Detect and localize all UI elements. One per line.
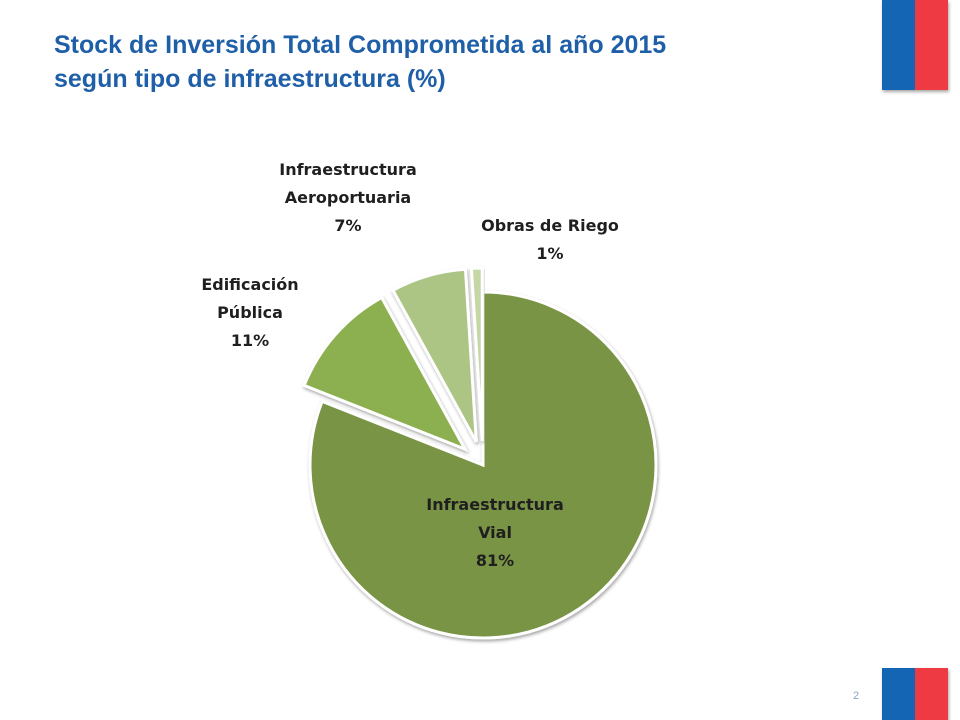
- slice-label-obras-de-riego: Obras de Riego 1%: [481, 216, 619, 263]
- pie-labels: Infraestructura Vial 81% Edificación Pública…: [201, 160, 619, 570]
- flag-red-stripe: [915, 0, 948, 90]
- page-title: Stock de Inversión Total Comprometida al…: [54, 28, 834, 96]
- slice-label-infraestructura-vial: Infraestructura Vial 81%: [426, 495, 564, 570]
- chile-flag-logo-bottom: [882, 668, 948, 720]
- pie-slice-infraestructura-aeroportuaria: [390, 267, 478, 443]
- page-title-line-1: Stock de Inversión Total Comprometida al…: [54, 31, 667, 59]
- flag-blue-stripe: [882, 668, 915, 720]
- pie-slice-obras-de-riego: [469, 266, 484, 442]
- pie-slice-infraestructura-vial: [308, 290, 658, 640]
- page-number: 2: [853, 690, 860, 702]
- slice-label-line: Obras de Riego: [481, 216, 619, 235]
- pie-slices: [302, 266, 658, 640]
- slice-label-line: Aeroportuaria: [285, 188, 411, 207]
- slice-label-line: Vial: [478, 523, 512, 542]
- flag-blue-stripe: [882, 0, 915, 90]
- slice-label-line: Edificación: [201, 275, 298, 294]
- page-title-line-2: según tipo de infraestructura (%): [54, 65, 446, 93]
- slice-label-line: 11%: [231, 331, 269, 350]
- chile-flag-logo-top: [882, 0, 948, 90]
- slice-label-line: Pública: [217, 303, 283, 322]
- slice-label-line: 7%: [334, 216, 361, 235]
- slice-label-edificaci-n-p-blica: Edificación Pública 11%: [201, 275, 298, 350]
- slice-label-line: Infraestructura: [279, 160, 417, 179]
- slice-label-line: 1%: [536, 244, 563, 263]
- pie-slice-edificaci-n-p-blica: [302, 295, 469, 453]
- flag-red-stripe: [915, 668, 948, 720]
- slice-label-line: 81%: [476, 551, 514, 570]
- slice-label-infraestructura-aeroportuaria: Infraestructura Aeroportuaria 7%: [279, 160, 417, 235]
- slice-label-line: Infraestructura: [426, 495, 564, 514]
